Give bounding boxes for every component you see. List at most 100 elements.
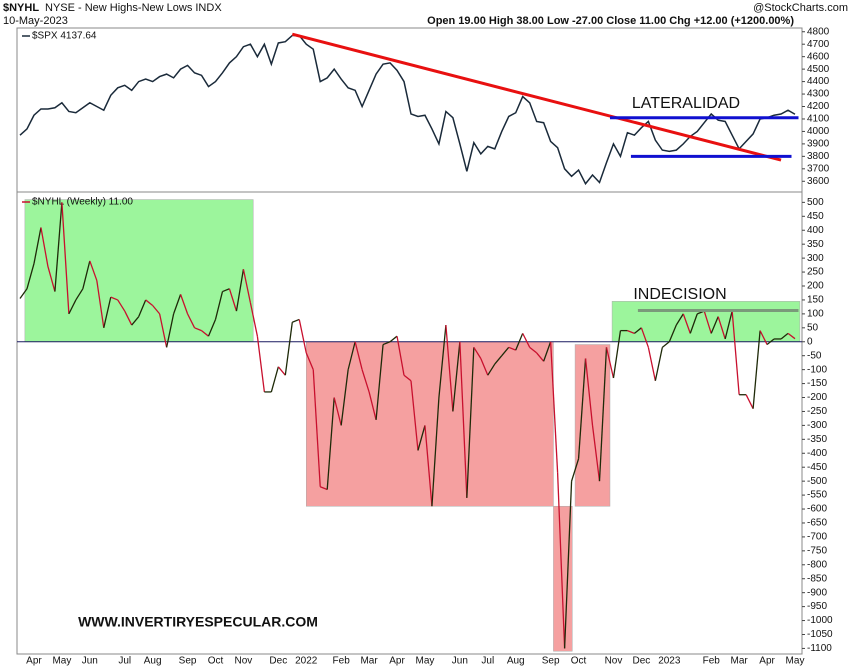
series-segment <box>207 319 217 337</box>
y-tick-label: -450 <box>807 462 827 473</box>
series-segment <box>710 316 719 334</box>
zone <box>553 505 573 652</box>
series-segment <box>194 327 202 332</box>
series-segment <box>298 319 307 354</box>
series-segment <box>536 352 545 362</box>
series-segment <box>627 330 635 334</box>
y-tick-label: 4400 <box>807 76 830 87</box>
series-segment <box>222 288 230 293</box>
x-tick-label: Apr <box>26 656 42 667</box>
series-segment <box>403 374 412 382</box>
series-segment <box>270 366 279 393</box>
y-tick-label: -150 <box>807 378 827 389</box>
series-segment <box>319 486 328 491</box>
x-tick-label: Jun <box>82 656 98 667</box>
series-segment <box>389 335 398 343</box>
y-tick-label: -950 <box>807 601 827 612</box>
zone <box>24 199 254 343</box>
series-segment <box>165 313 175 348</box>
series-segment <box>522 333 531 348</box>
series-segment <box>33 227 42 264</box>
x-tick-label: Nov <box>605 656 623 667</box>
y-tick-label: -300 <box>807 420 827 431</box>
trend-line <box>291 32 782 162</box>
series-segment <box>103 297 112 328</box>
x-tick-label: Sep <box>542 656 560 667</box>
series-segment <box>543 341 552 362</box>
y-tick-label: 4700 <box>807 39 830 50</box>
y-tick-label: 4000 <box>807 126 830 137</box>
series-segment <box>138 299 147 317</box>
series-segment <box>598 347 608 482</box>
series-segment <box>172 294 182 315</box>
series-segment <box>752 330 761 409</box>
y-tick-label: -250 <box>807 406 827 417</box>
series-segment <box>375 344 384 420</box>
y-tick-label: -600 <box>807 504 827 515</box>
series-segment <box>159 313 168 348</box>
x-tick-label: 2023 <box>658 656 681 667</box>
series-segment <box>179 294 189 315</box>
series-segment <box>647 347 656 381</box>
y-tick-label: -750 <box>807 545 827 556</box>
series-segment <box>438 324 447 398</box>
series-segment <box>759 330 768 345</box>
series-segment <box>110 296 118 301</box>
y-tick-label: 3600 <box>807 176 830 187</box>
series-segment <box>382 341 391 346</box>
x-tick-label: Mar <box>731 656 749 667</box>
y-tick-label: -50 <box>807 350 822 361</box>
y-tick-label: -850 <box>807 573 827 584</box>
quote: Open 19.00 High 38.00 Low -27.00 Close 1… <box>427 15 794 27</box>
source: @StockCharts.com <box>753 2 848 14</box>
series-segment <box>361 369 370 393</box>
x-tick-label: Dec <box>269 656 287 667</box>
series-segment <box>445 324 454 412</box>
series-segment <box>654 347 663 381</box>
series-segment <box>214 291 224 320</box>
x-tick-label: Jul <box>118 656 131 667</box>
annotation: INDECISION <box>633 286 726 303</box>
series-segment <box>787 332 796 340</box>
series-segment <box>501 346 510 357</box>
y-tick-label: 4300 <box>807 89 830 100</box>
series-segment <box>284 322 293 376</box>
series-segment <box>780 332 789 340</box>
y-tick-label: 4600 <box>807 51 830 62</box>
series-segment <box>235 269 245 312</box>
y-tick-label: -800 <box>807 559 827 570</box>
series-segment <box>186 313 196 329</box>
series-segment <box>145 299 154 307</box>
y-tick-label: 200 <box>807 281 824 292</box>
series-segment <box>75 288 84 301</box>
series-segment <box>577 358 587 459</box>
x-tick-label: Aug <box>507 656 525 667</box>
legend-label: $SPX 4137.64 <box>32 31 97 42</box>
date: 10-May-2023 <box>3 15 68 27</box>
series-segment <box>131 316 140 326</box>
x-tick-label: Apr <box>759 656 775 667</box>
series-segment <box>508 346 516 351</box>
series-segment <box>312 369 321 487</box>
zone <box>611 301 801 343</box>
series-segment <box>473 346 482 359</box>
series-segment <box>368 391 377 420</box>
series-segment <box>89 260 98 281</box>
y-tick-label: -700 <box>807 532 827 543</box>
x-tick-label: Dec <box>632 656 650 667</box>
y-tick-label: 3800 <box>807 151 830 162</box>
series-segment <box>640 327 649 348</box>
series-segment <box>634 327 642 334</box>
series-segment <box>292 318 300 323</box>
y-tick-label: 4100 <box>807 114 830 125</box>
series-segment <box>117 299 126 312</box>
series-segment <box>68 299 77 315</box>
series-segment <box>19 288 28 299</box>
y-tick-label: 3700 <box>807 163 830 174</box>
series-segment <box>605 347 615 379</box>
x-tick-label: Sep <box>179 656 197 667</box>
x-tick-label: Apr <box>389 656 405 667</box>
series-segment <box>717 316 726 340</box>
series-segment <box>61 202 70 314</box>
